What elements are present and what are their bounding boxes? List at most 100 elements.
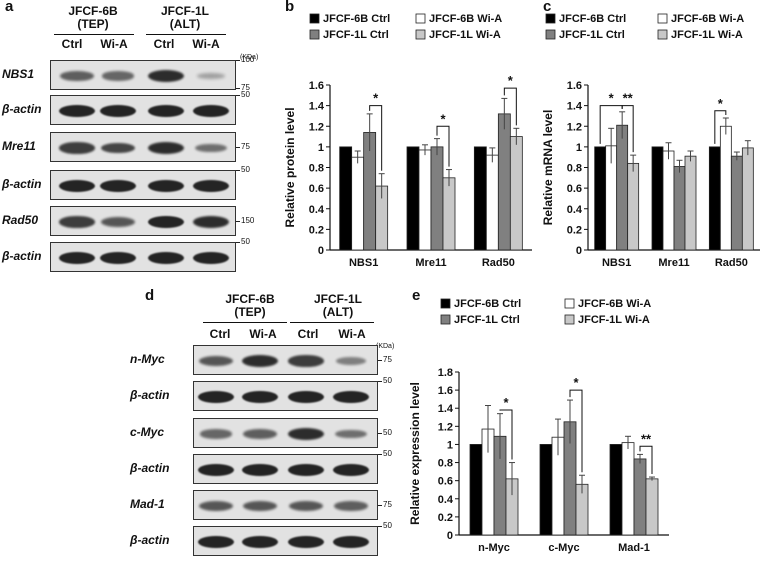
chart-b-sig-bracket-1: [436, 125, 450, 167]
blot-a-band-3-0: [58, 179, 96, 193]
chart-c-legend-swatch-3: [657, 29, 668, 40]
chart-c-xtick-label-0: NBS1: [602, 257, 631, 269]
blot-d-marker-1-0: 50: [383, 376, 392, 385]
blot-d-marker-tick-2-0: [378, 433, 382, 434]
blot-a-marker-0-1: 75: [241, 83, 250, 92]
chart-b-legend-label-2: JFCF-1L Ctrl: [323, 29, 389, 41]
blot-a-band-0-3: [196, 72, 226, 79]
chart-c-ytick-label-2: 0.4: [567, 204, 583, 216]
blot-a-row-label-0: NBS1: [2, 67, 35, 81]
blot-a-row-label-3: β-actin: [2, 177, 42, 191]
blot-a-marker-4-0: 150: [241, 216, 255, 225]
blot-d-band-2-0: [199, 429, 233, 439]
chart-c-bar-0-0: [594, 146, 607, 251]
blot-panel-a: JFCF-6B (TEP) JFCF-1L (ALT) Ctrl Wi-A Ct…: [0, 0, 270, 280]
blot-d-band-0-1: [241, 354, 279, 368]
chart-b-bar-2-2: [497, 113, 511, 251]
chart-e-bar-0-0: [469, 444, 483, 536]
blot-d-row-label-5: β-actin: [130, 533, 170, 547]
blot-d-blot-row-1: [193, 381, 378, 411]
blot-a-band-1-3: [192, 104, 230, 118]
chart-c-sig-bracket-2: [714, 110, 727, 144]
chart-e-sig-bracket-0: [499, 409, 513, 460]
blot-d-band-2-3: [334, 429, 367, 439]
blot-d-band-2-1: [243, 429, 277, 439]
blot-d-header-right: JFCF-1L (ALT): [288, 293, 388, 319]
chart-b-legend-swatch-0: [309, 13, 320, 24]
blot-d-band-3-3: [332, 463, 370, 477]
blot-a-lane-2: Wi-A: [100, 37, 128, 51]
panel-label-c: c: [543, 0, 552, 15]
blot-a-marker-tick-0-1: [236, 88, 240, 89]
blot-d-marker-tick-5-0: [378, 526, 382, 527]
blot-a-band-4-2: [147, 215, 185, 229]
chart-b-ytick-label-3: 0.6: [309, 183, 324, 195]
chart-c-bar-0-2: [616, 124, 629, 251]
chart-e-ytick-label-3: 0.6: [438, 476, 453, 488]
blot-d-band-1-1: [241, 390, 279, 404]
blot-a-lane-3: Ctrl: [153, 37, 175, 51]
blot-d-band-0-0: [199, 356, 233, 366]
blot-d-band-4-1: [243, 501, 277, 511]
chart-e-legend-label-0: JFCF-6B Ctrl: [454, 298, 521, 310]
chart-e-ytick-label-7: 1.4: [438, 403, 454, 415]
blot-d-band-4-2: [289, 501, 323, 511]
chart-e-ytick-label-2: 0.4: [438, 494, 454, 506]
chart-c-ytick-label-7: 1.4: [567, 101, 583, 113]
blot-d-lane-3: Ctrl: [297, 327, 319, 341]
chart-b-legend-label-3: JFCF-1L Wi-A: [429, 29, 501, 41]
chart-b-ytick-label-2: 0.4: [309, 204, 325, 216]
blot-a-marker-5-0: 50: [241, 237, 250, 246]
chart-b-ytick-label-4: 0.8: [309, 163, 324, 175]
chart-c-bar-2-1: [719, 125, 732, 251]
blot-a-header-left: JFCF-6B (TEP): [48, 5, 138, 31]
chart-b-legend-swatch-2: [309, 29, 320, 40]
blot-d-header-left-line2: (TEP): [234, 305, 266, 319]
blot-d-underline-right: [290, 322, 374, 323]
chart-e-ytick-label-8: 1.6: [438, 385, 453, 397]
blot-a-blot-row-4: [50, 206, 236, 236]
chart-c-sig-label-0: *: [609, 91, 615, 106]
blot-d-rows: n-Myc 75 β-actin 50 c-Myc 50 β-actin 50 Mad-1 75 β…: [130, 287, 400, 564]
chart-c-ytick-label-6: 1.2: [567, 121, 582, 133]
blot-d-row-label-2: c-Myc: [130, 425, 165, 439]
blot-a-marker-3-0: 50: [241, 165, 250, 174]
chart-e-ytick-label-9: 1.8: [438, 367, 453, 379]
blot-d-header-right-line2: (ALT): [322, 305, 354, 319]
chart-e-sig-bracket-2: [639, 445, 653, 475]
blot-d-blot-row-0: [193, 345, 378, 375]
blot-a-marker-1-0: 50: [241, 90, 250, 99]
chart-e-sig-bracket-1: [569, 389, 583, 473]
chart-e-bar-2-0: [609, 444, 623, 536]
chart-c-ytick-label-1: 0.2: [567, 224, 582, 236]
blot-d-header-right-line1: JFCF-1L: [314, 292, 362, 306]
blot-d-lane-1: Ctrl: [209, 327, 231, 341]
chart-c-bar-1-3: [684, 155, 697, 251]
blot-d-band-1-0: [197, 390, 235, 404]
blot-a-marker-tick-3-0: [236, 170, 240, 171]
blot-d-band-5-0: [197, 535, 235, 549]
blot-d-row-label-1: β-actin: [130, 388, 170, 402]
blot-d-marker-0-0: 75: [383, 355, 392, 364]
blot-a-marker-tick-5-0: [236, 242, 240, 243]
blot-panel-d: JFCF-6B (TEP) JFCF-1L (ALT) Ctrl Wi-A Ct…: [130, 287, 400, 564]
blot-a-header-right-line1: JFCF-1L: [161, 4, 209, 18]
chart-c-ytick-label-3: 0.6: [567, 183, 582, 195]
blot-a-row-label-4: Rad50: [2, 213, 39, 227]
blot-a-band-4-0: [59, 216, 95, 228]
chart-b-bar-1-1: [418, 149, 432, 251]
chart-b-legend-label-1: JFCF-6B Wi-A: [429, 13, 502, 25]
chart-b-sig-bracket-0: [369, 105, 383, 171]
blot-a-band-3-1: [99, 179, 137, 193]
blot-a-band-0-2: [147, 69, 185, 83]
chart-panel-e: JFCF-6B Ctrl JFCF-6B Wi-A JFCF-1L Ctrl JFCF…: [408, 298, 669, 554]
blot-a-header-right: JFCF-1L (ALT): [140, 5, 230, 31]
blot-a-band-5-0: [58, 251, 96, 265]
chart-b-bar-1-3: [442, 177, 456, 251]
panel-label-d: d: [145, 287, 155, 304]
chart-c-legend-label-1: JFCF-6B Wi-A: [671, 13, 744, 25]
chart-c-ytick-label-5: 1: [576, 142, 582, 154]
panel-label-e: e: [412, 287, 421, 304]
chart-c-xtick-label-1: Mre11: [658, 257, 689, 269]
chart-e-legend-swatch-2: [440, 314, 451, 325]
